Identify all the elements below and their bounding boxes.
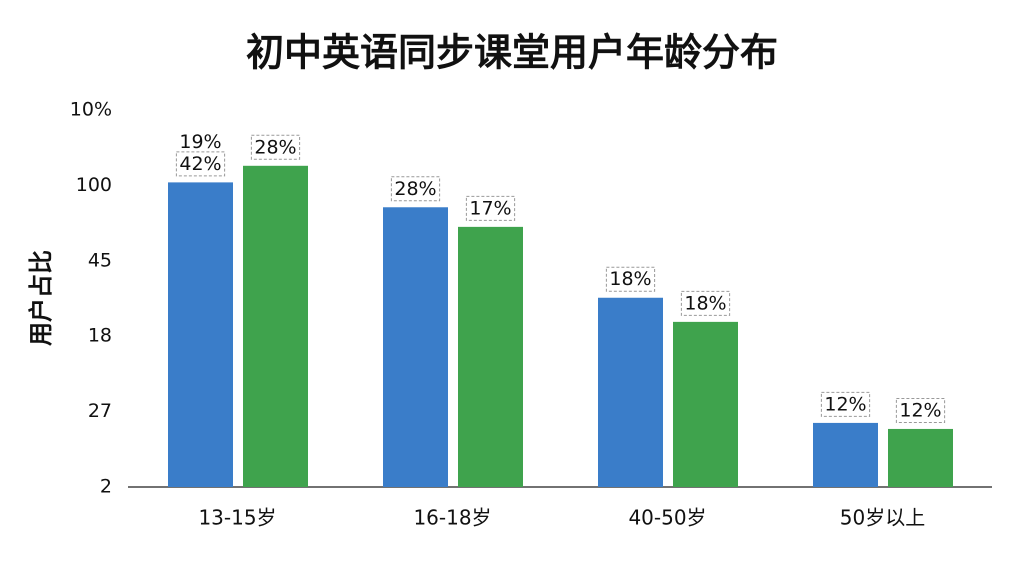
bar [458,226,523,487]
y-tick-label: 45 [88,249,112,271]
value-label-box [605,266,656,292]
value-label-box [820,391,871,417]
value-label-box [390,176,441,202]
bar [168,182,233,487]
value-label: 42% [179,153,221,175]
value-label-box [465,195,516,221]
value-label-box [175,151,226,177]
y-tick-label: 10% [70,99,112,121]
value-label-box [250,134,301,160]
value-label: 28% [254,136,296,158]
value-label: 12% [824,393,866,415]
value-label: 12% [899,399,941,421]
bar [888,428,953,487]
bar [598,297,663,487]
y-tick-label: 100 [76,174,112,196]
bar [243,165,308,487]
value-label: 17% [469,197,511,219]
y-tick-label: 2 [100,476,112,498]
x-tick-label: 40-50岁 [628,506,706,530]
annotation: 19% [179,131,221,153]
bar [673,321,738,487]
chart-title: 初中英语同步课堂用户年龄分布 [246,31,778,75]
y-axis-label: 用户占比 [27,250,55,346]
value-label-box [895,397,946,423]
x-tick-label: 16-18岁 [413,506,491,530]
bar [383,207,448,488]
value-label: 18% [684,292,726,314]
x-tick-label: 50岁以上 [840,506,925,530]
x-tick-label: 13-15岁 [198,506,276,530]
value-label: 18% [609,268,651,290]
y-tick-label: 27 [88,400,112,422]
bar [813,422,878,487]
y-tick-label: 18 [88,325,112,347]
value-label-box [680,290,731,316]
value-label: 28% [394,178,436,200]
